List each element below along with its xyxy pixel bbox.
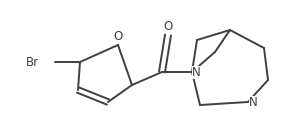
Text: Br: Br [25,55,38,68]
Text: N: N [249,95,258,108]
Text: O: O [163,20,173,33]
Text: O: O [113,30,123,43]
Text: N: N [192,66,201,79]
